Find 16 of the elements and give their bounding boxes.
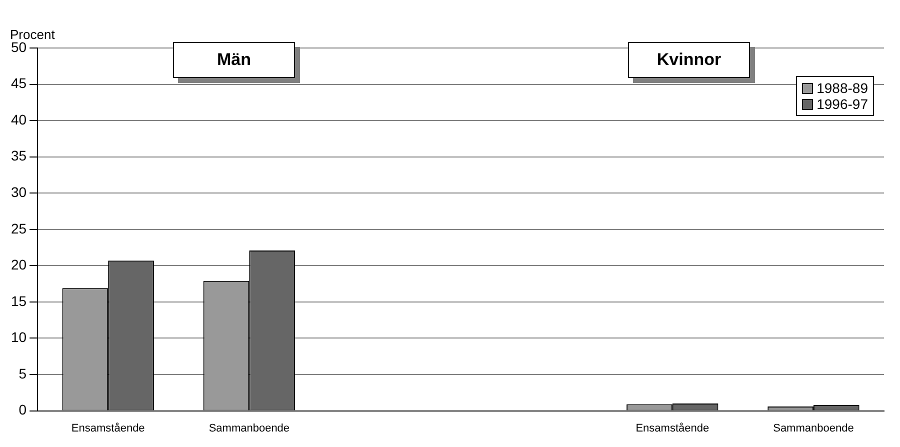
- y-tick-label: 30: [10, 184, 27, 200]
- y-tick-label: 0: [18, 402, 27, 418]
- y-tick-label: 10: [10, 329, 27, 346]
- y-tick-label: 45: [10, 75, 27, 92]
- y-tick-label: 40: [10, 111, 27, 128]
- x-tick-label: Sammanboende: [208, 422, 290, 434]
- y-tick-label: 20: [10, 256, 27, 273]
- y-tick-label: 35: [10, 148, 27, 164]
- x-tick-label: Ensamstående: [71, 422, 145, 434]
- y-tick-label: 15: [10, 292, 27, 309]
- y-tick-label: 5: [18, 365, 27, 382]
- x-tick-label: Ensamstående: [636, 422, 710, 434]
- x-tick-label: Sammanboende: [773, 422, 854, 434]
- legend-label: 1996-97: [816, 96, 868, 112]
- legend-label: 1988-89: [816, 80, 868, 96]
- y-tick-label: 25: [10, 220, 27, 236]
